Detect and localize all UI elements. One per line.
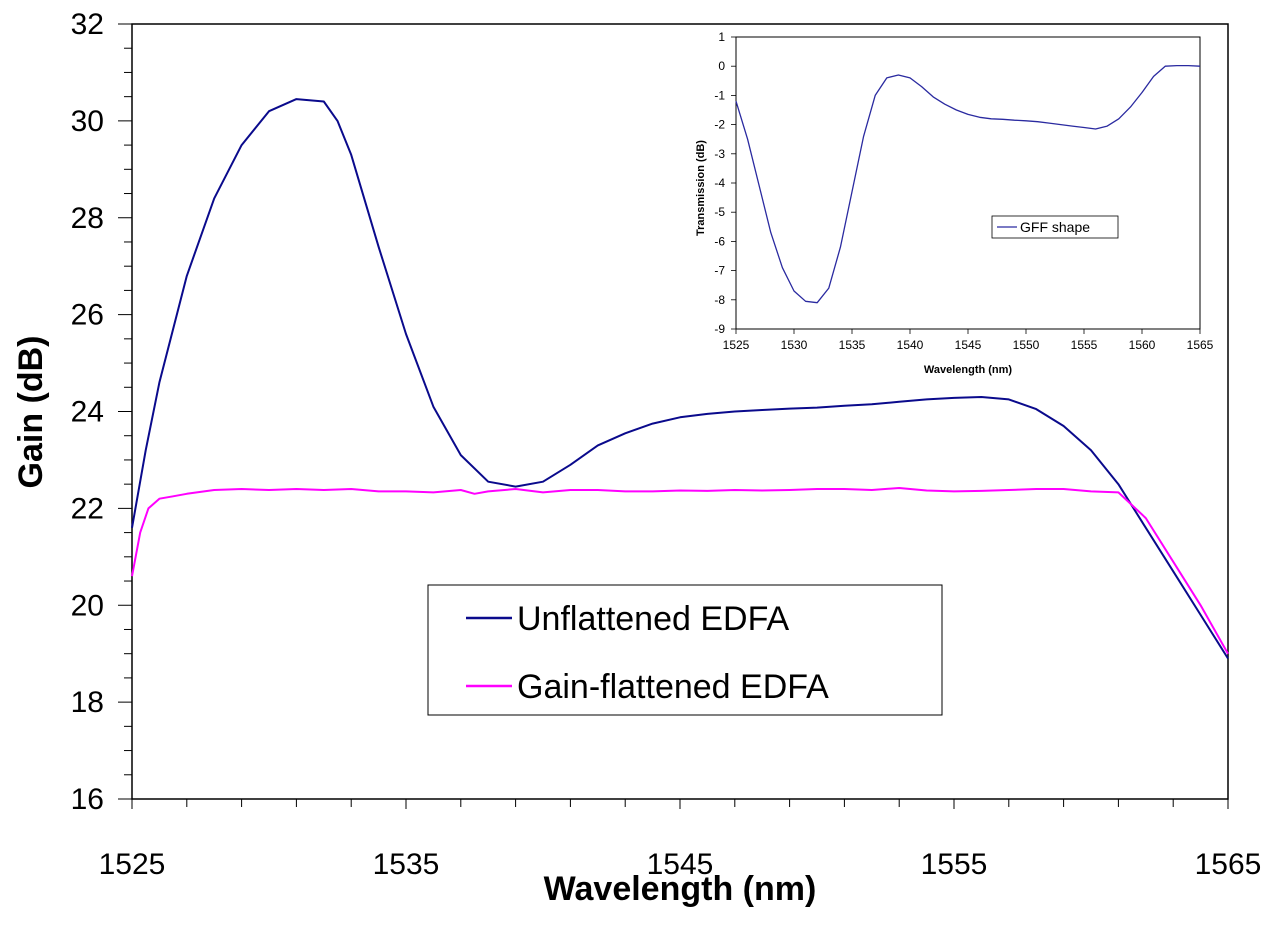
inset-x-ticks: 1525 1530 1535 1540 1545 1550 1555 1560 1565	[723, 329, 1214, 352]
inset-y-tick-label: -8	[714, 293, 725, 307]
main-y-ticks: 16 18 20 22 24 26 28 30 32	[71, 8, 132, 816]
inset-x-tick-label: 1560	[1129, 338, 1156, 352]
inset-legend-label: GFF shape	[1020, 219, 1090, 235]
main-y-tick-label: 22	[71, 492, 104, 525]
inset-series-line-0	[735, 64, 1201, 304]
inset-plot-frame	[735, 36, 1201, 330]
main-y-tick-label: 24	[71, 396, 104, 429]
legend-label-flattened: Gain-flattened EDFA	[517, 668, 829, 706]
inset-series-lines	[735, 64, 1201, 304]
inset-y-tick-label: -2	[714, 118, 725, 132]
inset-y-tick-label: -7	[714, 264, 725, 278]
main-x-tick-label: 1565	[1195, 848, 1262, 881]
main-x-axis-title: Wavelength (nm)	[544, 870, 817, 908]
inset-x-tick-label: 1565	[1187, 338, 1214, 352]
inset-y-tick-label: -4	[714, 176, 725, 190]
inset-y-tick-label: 1	[718, 30, 725, 44]
main-legend-box	[427, 584, 943, 716]
main-y-tick-label: 26	[71, 299, 104, 332]
main-x-tick-label: 1545	[647, 848, 714, 881]
inset-y-tick-label: -3	[714, 147, 725, 161]
main-x-ticks: 1525 1535 1545 1555 1565	[99, 799, 1262, 881]
inset-y-axis-title: Transmission (dB)	[695, 140, 707, 236]
inset-x-tick-label: 1525	[723, 338, 750, 352]
inset-y-tick-label: -9	[714, 322, 725, 336]
main-y-tick-label: 20	[71, 589, 104, 622]
main-x-tick-label: 1535	[373, 848, 440, 881]
inset-x-tick-label: 1545	[955, 338, 982, 352]
main-y-tick-label: 16	[71, 783, 104, 816]
main-y-tick-label: 32	[71, 8, 104, 41]
inset-x-axis-title: Wavelength (nm)	[924, 364, 1013, 376]
main-y-tick-label: 28	[71, 202, 104, 235]
main-x-tick-label: 1525	[99, 848, 166, 881]
inset-x-tick-label: 1550	[1013, 338, 1040, 352]
inset-y-tick-label: 0	[718, 59, 725, 73]
inset-y-tick-label: -5	[714, 205, 725, 219]
inset-y-tick-label: -6	[714, 234, 725, 248]
main-y-tick-label: 30	[71, 105, 104, 138]
inset-y-ticks: 1 0 -1 -2 -3 -4 -5 -6 -7 -8 -9	[714, 30, 736, 336]
inset-legend: GFF shape	[991, 215, 1119, 239]
inset-x-tick-label: 1535	[839, 338, 866, 352]
legend-label-unflattened: Unflattened EDFA	[517, 600, 789, 638]
inset-x-tick-label: 1555	[1071, 338, 1098, 352]
main-series-lines	[131, 98, 1229, 660]
inset-x-tick-label: 1540	[897, 338, 924, 352]
main-legend: Unflattened EDFA Gain-flattened EDFA	[427, 584, 943, 716]
inset-y-tick-label: -1	[714, 88, 725, 102]
main-series-line-1	[131, 487, 1229, 655]
main-y-tick-label: 18	[71, 686, 104, 719]
inset-legend-box	[991, 215, 1119, 239]
inset-chart: 1 0 -1 -2 -3 -4 -5 -6 -7 -8 -9 1525 1530 1535 1540 154…	[695, 30, 1214, 376]
inset-x-tick-label: 1530	[781, 338, 808, 352]
main-series-line-0	[131, 98, 1229, 660]
main-x-tick-label: 1555	[921, 848, 988, 881]
main-y-axis-title: Gain (dB)	[12, 336, 50, 489]
